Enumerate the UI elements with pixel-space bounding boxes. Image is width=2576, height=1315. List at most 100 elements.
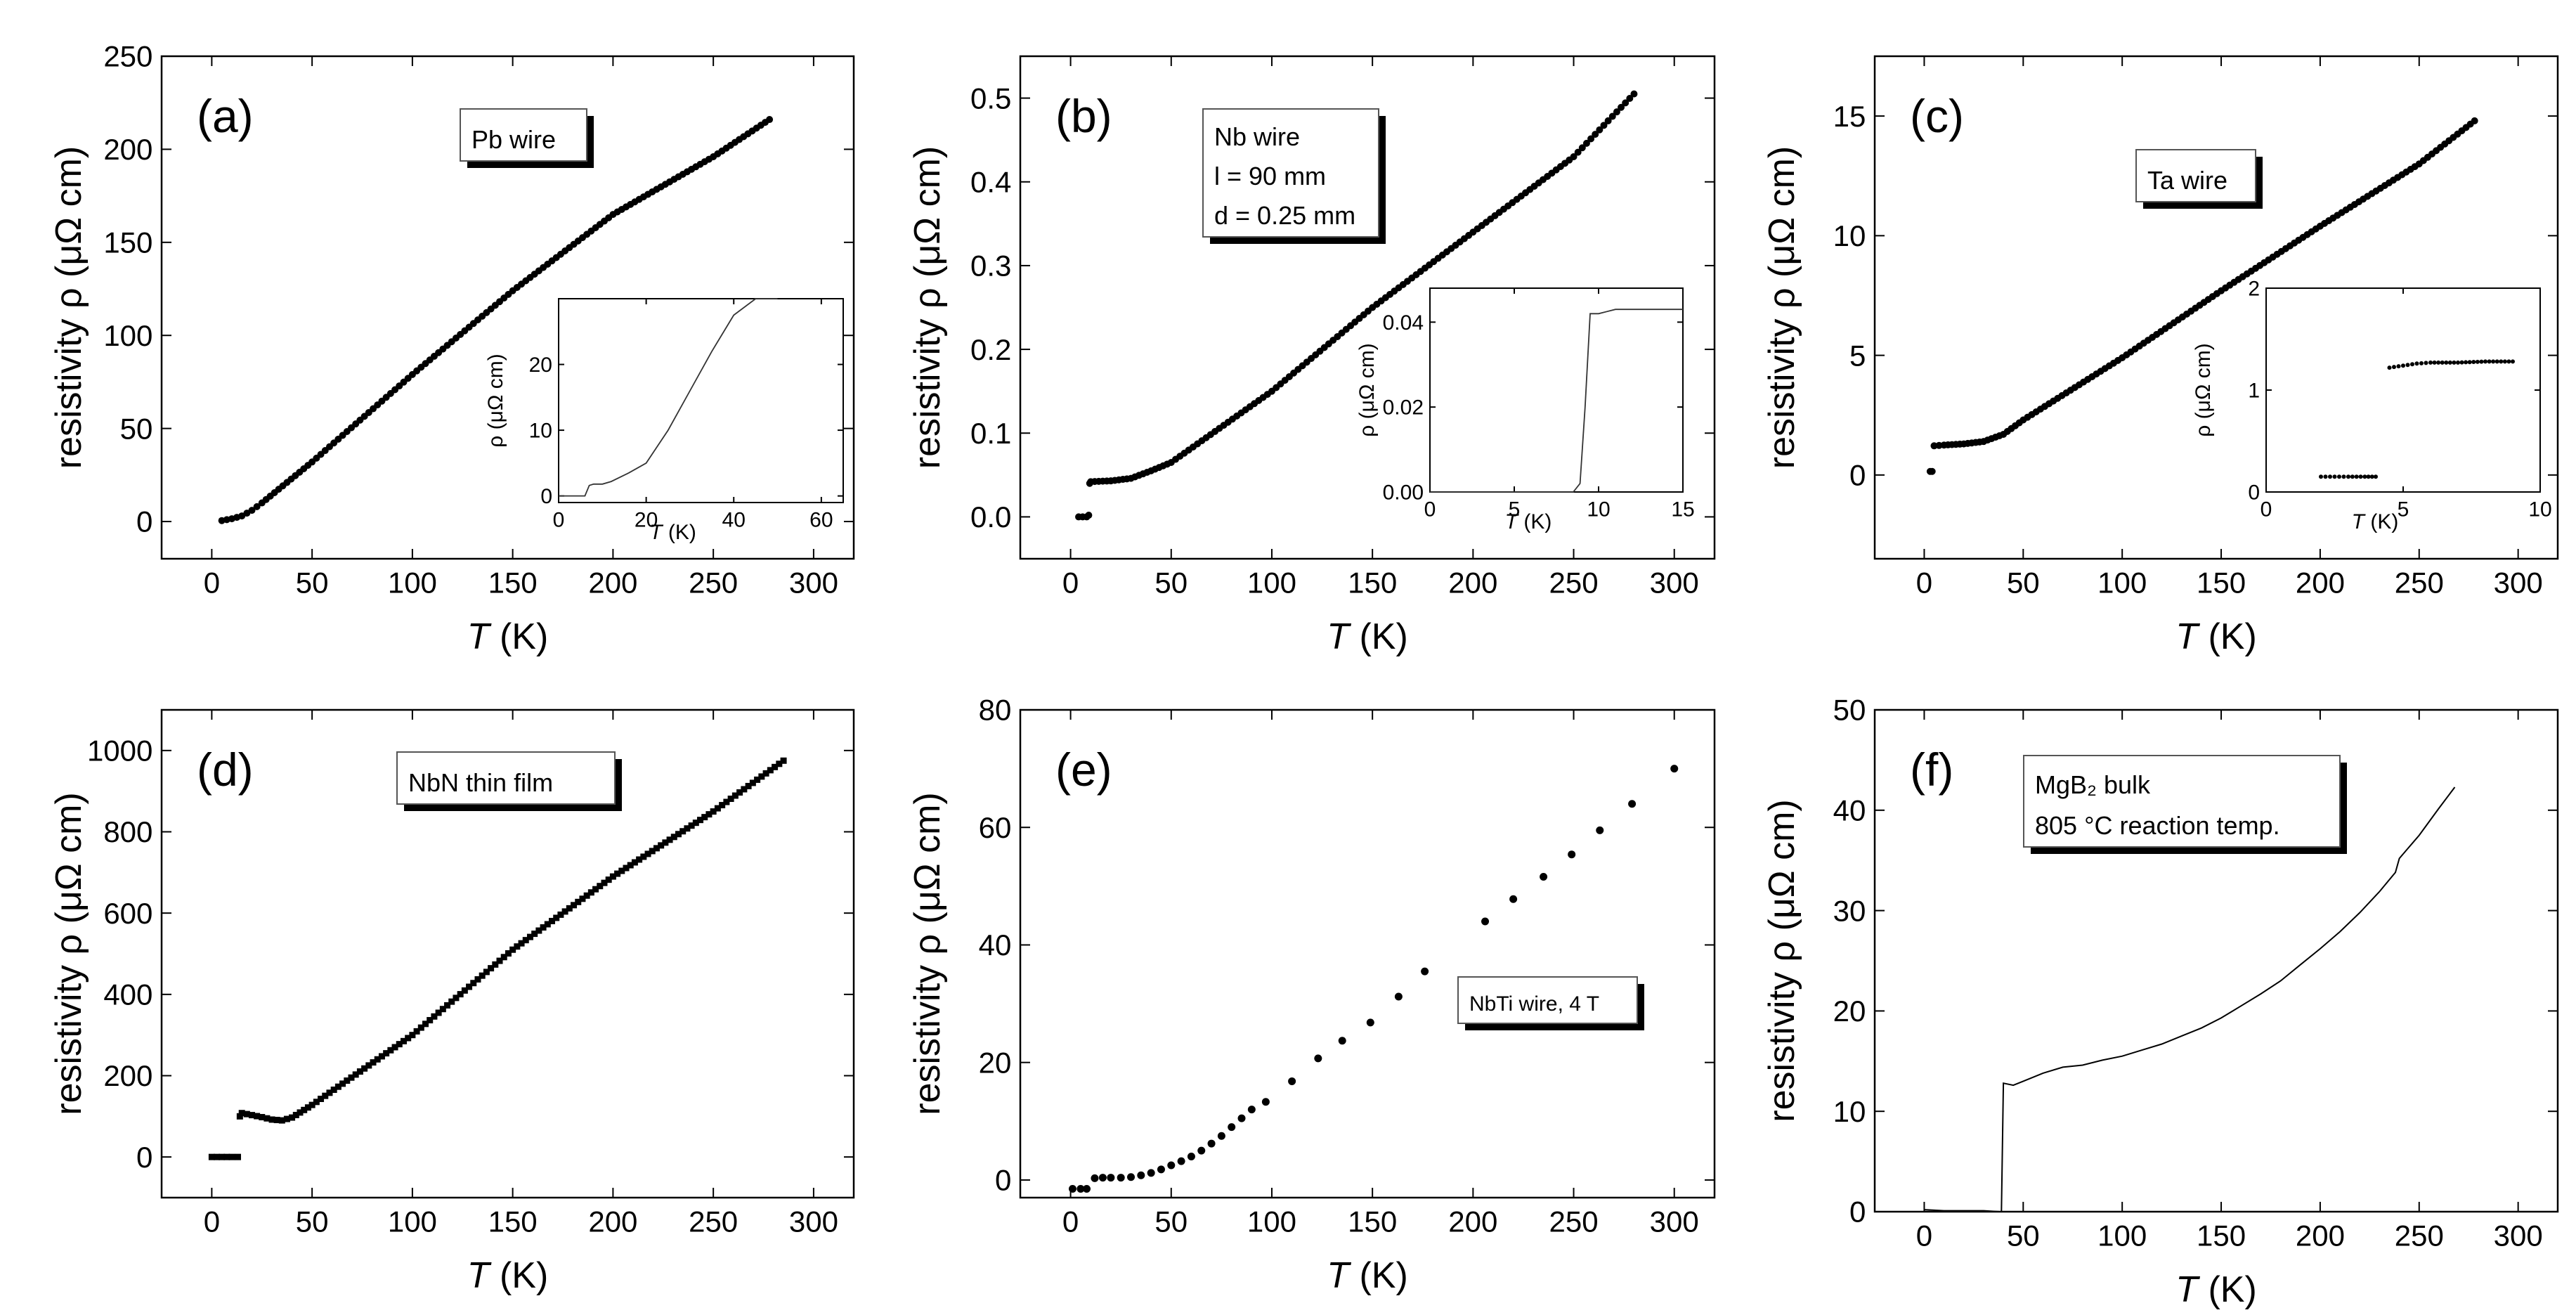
data-point [1217,1132,1225,1140]
inset-data-point [2387,365,2392,370]
data-point [236,1113,243,1120]
data-point [714,805,721,812]
inset-data-point [2410,362,2414,367]
inset-y-axis-title: ρ (μΩ cm) [1355,343,1379,436]
main-x-tick-label: 200 [588,566,637,599]
inset-x-axis-title-unit: (K) [668,521,696,544]
data-point [1187,1152,1195,1160]
inset-data-point [2452,360,2457,365]
inset-data-point [2436,360,2441,365]
data-point [283,1115,290,1122]
panel-label: (b) [1055,90,1112,142]
data-point [1928,467,1936,475]
main-x-tick-label: 150 [488,1205,538,1238]
data-point [540,924,547,931]
data-point [754,776,761,783]
data-point [1608,112,1616,120]
inset-data-point [2405,363,2410,368]
x-axis-title: T (K) [1327,1255,1408,1296]
x-axis-title-unit: (K) [500,1255,548,1296]
main-y-tick-label: 100 [103,319,152,352]
data-point [427,1017,434,1024]
inset-data-point [2366,474,2371,479]
data-point [365,1062,372,1069]
data-point [644,850,651,857]
data-point [571,902,578,909]
data-point [526,933,533,940]
inset-y-tick-label: 0.00 [1383,481,1424,505]
data-point [492,961,499,968]
inset-data-point [2464,360,2468,365]
main-x-tick-label: 150 [1348,566,1397,599]
main-y-tick-label: 0 [1849,459,1866,492]
main-y-tick-label: 10 [1833,1095,1866,1128]
main-y-tick-label: 30 [1833,894,1866,927]
x-axis-title-unit: (K) [1359,616,1407,657]
data-point [289,1114,296,1121]
main-y-tick-label: 0.0 [970,500,1011,533]
data-point [566,905,573,912]
data-point [1107,1174,1115,1182]
inset-data-point [2419,361,2424,365]
inset-x-tick-label: 5 [1509,498,1521,522]
data-point [1083,1184,1091,1193]
data-point [1117,1174,1125,1182]
data-point [692,820,699,827]
data-point [292,1111,299,1118]
inset-x-tick-label: 60 [809,509,833,532]
main-x-tick-label: 200 [1448,566,1497,599]
legend-box [460,108,587,162]
x-axis-title: T (K) [467,616,549,657]
data-point [684,825,691,832]
inset-data-point [2479,359,2484,364]
data-point [627,862,634,869]
data-point [544,921,551,928]
main-x-tick-label: 200 [1448,1205,1497,1238]
data-point [1618,103,1625,111]
main-x-tick-label: 50 [1154,566,1188,599]
inset-x-axis-title-space [1518,510,1523,533]
data-point [470,980,477,987]
data-point [1247,1106,1256,1114]
inset-y-tick-label: 20 [529,354,552,377]
inset-data-point [2346,474,2350,479]
main-x-tick-label: 300 [789,1205,838,1238]
inset-axes-frame [558,298,844,503]
chart-panel-f: 0 50 100 150 200 250 300 0 10 20 30 40 50 T (K) resist… [1762,694,2559,1310]
inset-y-tick-label: 0 [540,485,552,508]
data-point [1338,1037,1346,1045]
data-point [313,1099,320,1106]
x-axis-title-space [1349,616,1359,657]
data-point [1197,1146,1206,1155]
inset-data-point [2396,364,2401,369]
main-x-tick-label: 150 [488,566,538,599]
main-x-tick-label: 150 [2197,566,2246,599]
data-point [254,1113,261,1120]
data-point [1091,1174,1099,1182]
data-point [214,1153,221,1160]
data-point [474,976,481,983]
main-y-tick-label: 150 [103,226,152,259]
data-point [1157,1165,1165,1174]
main-x-tick-label: 150 [2197,1219,2246,1252]
main-x-tick-label: 0 [1062,566,1079,599]
data-point [675,831,682,838]
main-x-tick-label: 250 [1549,1205,1598,1238]
main-y-tick-label: 0.3 [970,250,1011,283]
x-axis-title: T (K) [2175,616,2257,657]
main-y-tick-label: 600 [103,897,152,930]
main-x-tick-label: 100 [2097,566,2147,599]
data-point [688,822,695,829]
data-point [653,845,660,852]
data-point [731,792,739,799]
data-point [304,1104,311,1111]
data-point [749,779,756,786]
x-axis-title-var: T [467,1255,492,1296]
data-point [339,1080,346,1087]
main-x-tick-label: 100 [1247,566,1296,599]
main-x-tick-label: 100 [388,566,437,599]
inset-x-axis-title-var: T [2352,510,2367,533]
data-point [268,1116,275,1123]
data-point [500,954,507,961]
main-x-tick-label: 50 [2007,1219,2040,1252]
